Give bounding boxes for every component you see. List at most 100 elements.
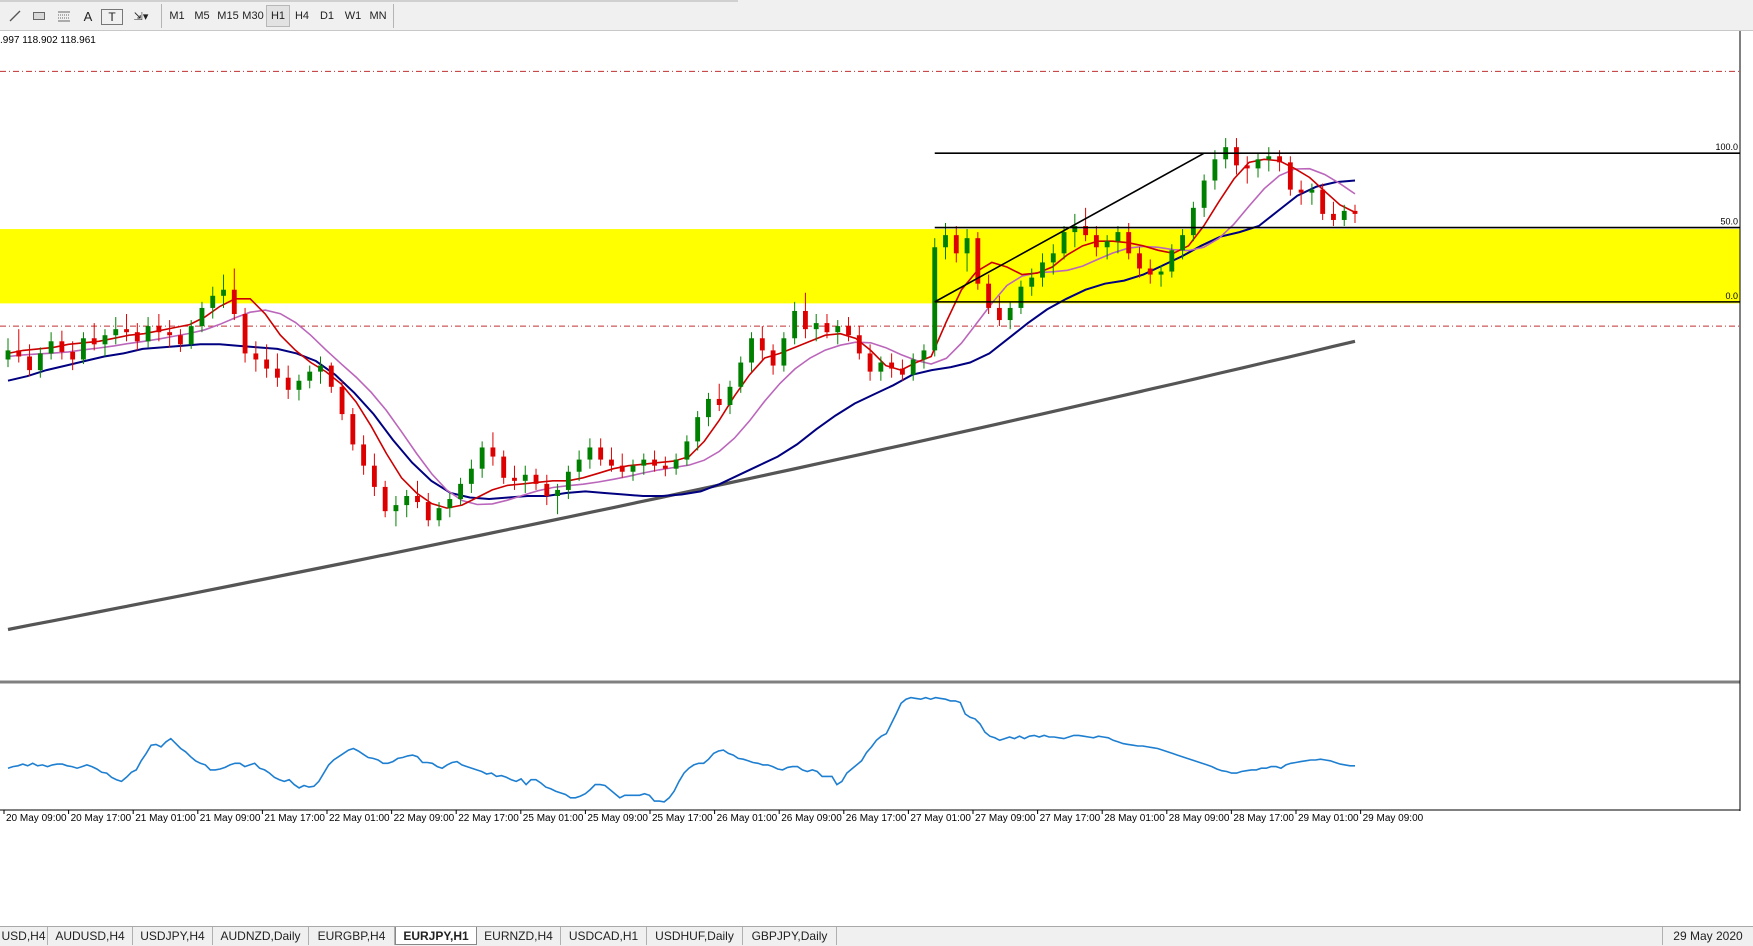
candle-body [253,353,259,360]
time-axis-label: 25 May 01:00 [523,813,584,824]
candle-body [910,359,916,375]
fibonacci-tool-icon[interactable] [53,5,75,27]
timeframe-m5[interactable]: M5 [194,10,210,22]
timeframe-m15[interactable]: M15 [217,10,239,22]
chart-tabs: USD,H4 AUDUSD,H4 USDJPY,H4 AUDNZD,Daily … [0,926,1753,946]
candle [253,341,259,372]
candle-body [328,365,334,387]
text-tool-icon[interactable]: A [83,8,93,24]
candle [943,223,948,260]
candle [382,480,388,518]
time-axis-label: 22 May 01:00 [329,813,390,824]
candle [1190,201,1196,242]
tab-usd-h4[interactable]: USD,H4 [0,927,48,945]
candle [1298,180,1304,205]
candle-body [70,351,76,360]
timeframe-m30[interactable]: M30 [242,10,264,22]
candle [953,226,959,263]
candle [1287,156,1293,196]
tab-eurjpy-h1[interactable]: EURJPY,H1 [395,927,477,945]
time-axis-label: 22 May 17:00 [458,813,519,824]
candle [975,232,981,290]
candle [1040,253,1045,287]
candle [328,362,334,393]
candle-body [318,365,323,372]
moving-average-fast [7,158,1356,509]
candle [16,329,22,363]
arrows-dropdown-icon[interactable]: ⇲▾ [133,10,149,23]
candle-body [1255,159,1261,169]
candle-body [177,335,183,345]
tab-usdcad-h1[interactable]: USDCAD,H1 [561,927,647,945]
candle-body [501,456,507,478]
candle-body [285,377,291,390]
candle-body [1244,165,1250,169]
time-axis-label: 21 May 17:00 [264,813,325,824]
candle [361,435,367,475]
timeframe-h1[interactable]: H1 [266,5,290,27]
candle-body [1341,210,1347,220]
candle-body [350,414,356,445]
time-axis-label: 25 May 17:00 [652,813,713,824]
candle [986,274,992,314]
timeframe-mn[interactable]: MN [369,10,387,22]
candle [738,356,744,393]
tab-audnzd-daily[interactable]: AUDNZD,Daily [213,927,309,945]
candle [231,268,237,321]
candle [1126,223,1132,260]
candle-body [652,459,657,466]
tab-eurnzd-h4[interactable]: EURNZD,H4 [477,927,561,945]
candle-body [1298,189,1304,193]
candle-body [1083,226,1089,236]
candle-body [5,350,11,360]
timeframe-m1[interactable]: M1 [169,10,185,22]
candle [1018,280,1024,314]
tab-eurgbp-h4[interactable]: EURGBP,H4 [309,927,395,945]
candle [242,307,248,363]
candle-body [716,398,722,405]
candle-body [199,307,205,327]
candle-body [899,368,905,375]
candle-body [1115,232,1121,242]
candle [350,408,356,451]
candle-body [27,356,32,371]
candle-body [59,341,65,352]
candle [59,330,65,360]
candle-body [1201,180,1207,208]
candle [1147,259,1153,284]
candle-body [641,459,647,466]
candle [221,274,226,308]
time-axis-label: 20 May 09:00 [6,813,67,824]
candle [706,392,711,427]
candle-body [339,386,345,415]
candle-body [856,335,862,354]
tab-gbpjpy-daily[interactable]: GBPJPY,Daily [743,927,837,945]
candle-body [425,502,431,521]
tab-usdjpy-h4[interactable]: USDJPY,H4 [133,927,213,945]
rectangle-tool-icon[interactable] [28,5,50,27]
timeframe-d1[interactable]: D1 [319,10,335,22]
candle [813,314,819,342]
line-tool-icon[interactable] [4,5,26,27]
candle [1180,229,1186,260]
tab-usdhuf-daily[interactable]: USDHUF,Daily [647,927,743,945]
candle-body [145,326,151,342]
candle [555,483,561,515]
candle [673,453,679,475]
time-axis-label: 28 May 01:00 [1104,813,1165,824]
candle-body [458,483,464,500]
candle [749,332,754,372]
candle-body [770,350,776,366]
tab-audusd-h4[interactable]: AUDUSD,H4 [48,927,133,945]
candle [1137,247,1142,278]
candle-body [1029,277,1035,287]
candle [565,465,571,500]
candle [921,344,927,369]
text-label-tool-icon[interactable]: T [101,9,123,25]
timeframe-w1[interactable]: W1 [344,10,362,22]
timeframe-h4[interactable]: H4 [294,10,310,22]
time-axis-label: 28 May 17:00 [1233,813,1294,824]
candle-body [436,508,442,521]
